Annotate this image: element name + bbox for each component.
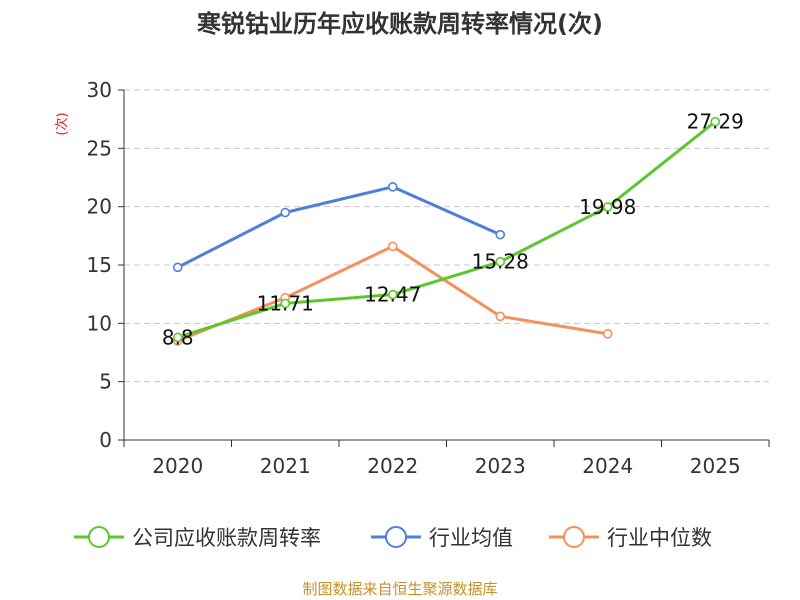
data-label: 15.28: [472, 250, 529, 274]
y-tick-label: 10: [87, 311, 112, 335]
data-label: 8.8: [162, 325, 194, 349]
x-tick-label: 2023: [475, 454, 526, 478]
x-tick-label: 2022: [367, 454, 418, 478]
data-point[interactable]: [495, 256, 506, 267]
legend-marker: [563, 526, 585, 548]
legend-item-2[interactable]: 行业中位数: [549, 526, 712, 550]
legend-label: 行业中位数: [607, 526, 712, 550]
y-axis-label: (次): [54, 112, 70, 135]
data-label: 11.71: [257, 291, 314, 315]
gridlines: [124, 89, 769, 383]
series-line-1: [177, 185, 501, 269]
data-point[interactable]: [495, 229, 506, 240]
data-point[interactable]: [387, 289, 398, 300]
legend-item-1[interactable]: 行业均值: [371, 526, 513, 550]
data-label: 12.47: [364, 283, 421, 307]
data-point[interactable]: [387, 241, 398, 252]
data-label: 27.29: [687, 110, 744, 134]
y-tick-label: 0: [99, 428, 112, 452]
y-tick-label: 25: [87, 136, 112, 160]
legend-marker: [385, 526, 407, 548]
y-tick-label: 15: [87, 253, 112, 277]
y-tick-label: 5: [99, 370, 112, 394]
series-group: [172, 116, 721, 346]
data-point[interactable]: [280, 298, 291, 309]
data-point[interactable]: [602, 202, 613, 212]
data-point[interactable]: [710, 116, 721, 127]
data-point[interactable]: [602, 329, 613, 339]
legend[interactable]: 公司应收账款周转率 行业均值 行业中位数: [74, 526, 712, 550]
series-line-0: [177, 120, 717, 339]
source-note: 制图数据来自恒生聚源数据库: [302, 580, 497, 598]
legend-label: 行业均值: [429, 526, 513, 550]
y-tick-label: 20: [87, 195, 112, 219]
data-point[interactable]: [172, 262, 183, 273]
data-point[interactable]: [387, 182, 398, 192]
legend-item-0[interactable]: 公司应收账款周转率: [74, 526, 321, 550]
chart-title: 寒锐钴业历年应收账款周转率情况(次): [197, 10, 603, 38]
x-tick-label: 2021: [260, 454, 311, 478]
data-point[interactable]: [280, 207, 291, 218]
y-tick-label: 30: [87, 78, 112, 102]
data-point[interactable]: [172, 332, 183, 343]
data-labels: 8.8 11.71 12.47 15.28 19.98 27.29: [162, 110, 744, 350]
x-tick-label: 2025: [690, 454, 741, 478]
legend-label: 公司应收账款周转率: [132, 526, 321, 550]
data-point[interactable]: [495, 311, 506, 322]
data-label: 19.98: [579, 195, 636, 219]
x-tick-label: 2020: [152, 454, 203, 478]
legend-marker: [88, 526, 110, 548]
x-tick-label: 2024: [582, 454, 633, 478]
